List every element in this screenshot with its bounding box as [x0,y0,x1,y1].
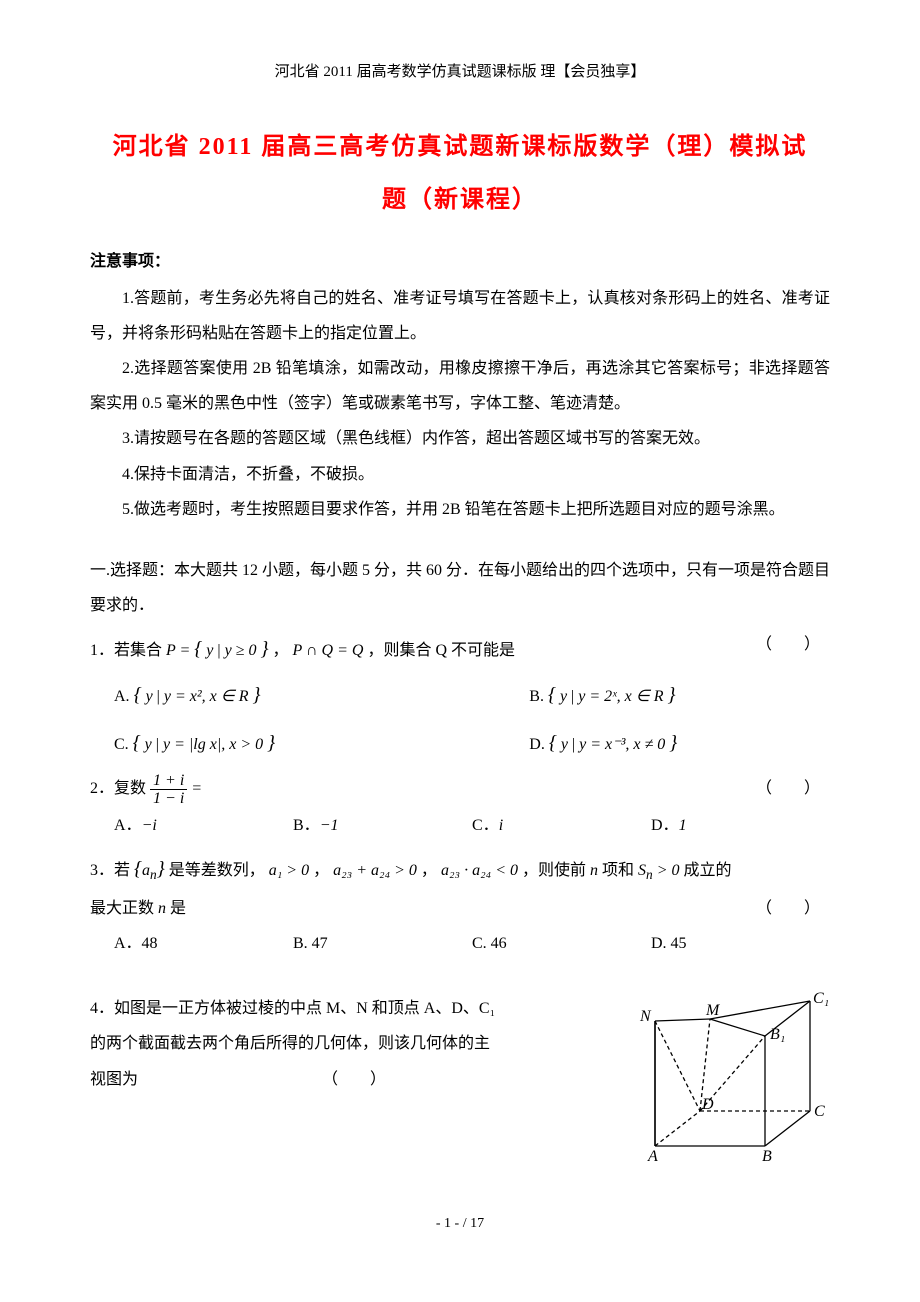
label-n: N [639,1008,652,1025]
notice-4: 4.保持卡面清洁，不折叠，不破损。 [90,457,830,492]
q3-n: n [590,862,598,879]
q1-stem-c: ，则集合 Q 不可能是 [367,642,515,659]
q1-option-c: C. { y | y = |lg x|, x > 0 } [114,719,529,767]
label-m: M [705,1002,721,1019]
q1-option-a: A. { y | y = x², x ∈ R } [114,671,529,719]
page-header: 河北省 2011 届高考数学仿真试题课标版 理【会员独享】 [90,60,830,81]
q1-opt-d-math: { y | y = x⁻³, x ≠ 0 } [549,736,677,753]
q2-c-val: i [499,817,503,834]
q3-g: 成立的 [683,862,731,879]
label-b1: B₁ [770,1026,785,1043]
q3-i: 是 [170,900,186,917]
q2-option-b: B．−1 [293,808,472,843]
q1-pq: P ∩ Q = Q [293,642,364,659]
q2-a-label: A． [114,817,142,834]
q1-stem-b: ， [273,642,289,659]
q3-an: {an} [134,862,165,879]
label-a: A [647,1148,658,1161]
q3-line2: 最大正数 n 是 （ ） [90,891,830,926]
doc-title: 河北省 2011 届高三高考仿真试题新课标版数学（理）模拟试 题（新课程） [90,121,830,227]
q3-options: A．48 B. 47 C. 46 D. 45 [114,926,830,961]
q3-option-b: B. 47 [293,926,472,961]
q4-line-3-text: 视图为 [90,1071,138,1088]
q1-option-d: D. { y | y = x⁻³, x ≠ 0 } [529,719,830,767]
question-2: 2．复数 1 + i1 − i = （ ） [90,771,830,807]
q2-equals: = [191,780,202,797]
question-3: 3．若 {an} 是等差数列， a₁ > 0 ， a₂₃ + a₂₄ > 0 ，… [90,847,830,891]
q3-option-a: A．48 [114,926,293,961]
q3-n2: n [158,900,166,917]
notice-heading: 注意事项： [90,247,830,271]
q2-option-a: A．−i [114,808,293,843]
cube-figure-svg: A B C D B₁ C₁ M N [620,991,830,1161]
q1-set-p: P = { y | y ≥ 0 } [166,642,268,659]
q4-figure: A B C D B₁ C₁ M N [620,991,830,1166]
q2-d-label: D． [651,817,679,834]
label-c1: C₁ [813,991,829,1007]
notice-5: 5.做选考题时，考生按照题目要求作答，并用 2B 铅笔在答题卡上把所选题目对应的… [90,492,830,527]
q3-a: 3．若 [90,862,134,879]
page-root: 河北省 2011 届高考数学仿真试题课标版 理【会员独享】 河北省 2011 届… [0,0,920,1272]
q2-paren: （ ） [756,771,820,806]
q1-opt-a-math: { y | y = x², x ∈ R } [134,688,261,705]
q1-opt-d-label: D. [529,736,549,753]
q2-stem: 2．复数 [90,780,150,797]
q4-line-3: 视图为 （ ） [90,1062,610,1097]
q2-option-d: D．1 [651,808,830,843]
q3-d: ， [421,862,437,879]
q2-fraction: 1 + i1 − i [150,772,187,808]
question-4: 4．如图是一正方体被过棱的中点 M、N 和顶点 A、D、C₁ 的两个截面截去两个… [90,991,830,1166]
q2-a-val: −i [142,817,157,834]
section-1-head: 一.选择题：本大题共 12 小题，每小题 5 分，共 60 分．在每小题给出的四… [90,553,830,623]
q1-stem-a: 1．若集合 [90,642,166,659]
q1-opt-b-math: { y | y = 2ˣ, x ∈ R } [548,688,676,705]
q2-b-label: B． [293,817,320,834]
q3-h: 最大正数 [90,900,158,917]
title-line-2: 题（新课程） [382,187,538,213]
spacer [90,527,830,553]
q1-opt-a-label: A. [114,688,134,705]
q2-c-label: C． [472,817,499,834]
q2-option-c: C．i [472,808,651,843]
q3-c: ， [313,862,329,879]
q3-option-c: C. 46 [472,926,651,961]
question-1: 1．若集合 P = { y | y ≥ 0 } ， P ∩ Q = Q ，则集合… [90,627,830,671]
q4-line-2: 的两个截面截去两个角后所得的几何体，则该几何体的主 [90,1026,610,1061]
q3-b: 是等差数列， [169,862,265,879]
q4-line-1: 4．如图是一正方体被过棱的中点 M、N 和顶点 A、D、C₁ [90,991,610,1026]
q3-f: 项和 [602,862,638,879]
label-c: C [814,1103,825,1120]
q1-options: A. { y | y = x², x ∈ R } B. { y | y = 2ˣ… [114,671,830,767]
notice-3: 3.请按题号在各题的答题区域（黑色线框）内作答，超出答题区域书写的答案无效。 [90,421,830,456]
q3-e: ，则使前 [522,862,590,879]
q2-options: A．−i B．−1 C．i D．1 [114,808,830,843]
q4-paren: （ ） [322,1071,386,1088]
label-d: D [701,1096,714,1113]
q3-option-d: D. 45 [651,926,830,961]
q3-sn: Sn > 0 [638,862,679,879]
q3-a23-24-prod: a₂₃ · a₂₄ < 0 [441,862,518,879]
q3-a1: a₁ > 0 [269,862,309,879]
title-line-1: 河北省 2011 届高三高考仿真试题新课标版数学（理）模拟试 [113,134,808,160]
q3-a23-24-sum: a₂₃ + a₂₄ > 0 [333,862,417,879]
q1-opt-c-label: C. [114,736,133,753]
q2-d-val: 1 [679,817,687,834]
q3-paren: （ ） [756,891,820,926]
q1-option-b: B. { y | y = 2ˣ, x ∈ R } [529,671,830,719]
q4-text: 4．如图是一正方体被过棱的中点 M、N 和顶点 A、D、C₁ 的两个截面截去两个… [90,991,610,1097]
notice-2: 2.选择题答案使用 2B 铅笔填涂，如需改动，用橡皮擦擦干净后，再选涂其它答案标… [90,351,830,421]
notice-1: 1.答题前，考生务必先将自己的姓名、准考证号填写在答题卡上，认真核对条形码上的姓… [90,281,830,351]
page-number: - 1 - / 17 [90,1216,830,1232]
q1-opt-b-label: B. [529,688,548,705]
q2-b-val: −1 [320,817,339,834]
q1-paren: （ ） [756,627,820,662]
label-b: B [762,1148,772,1161]
q1-opt-c-math: { y | y = |lg x|, x > 0 } [133,736,275,753]
